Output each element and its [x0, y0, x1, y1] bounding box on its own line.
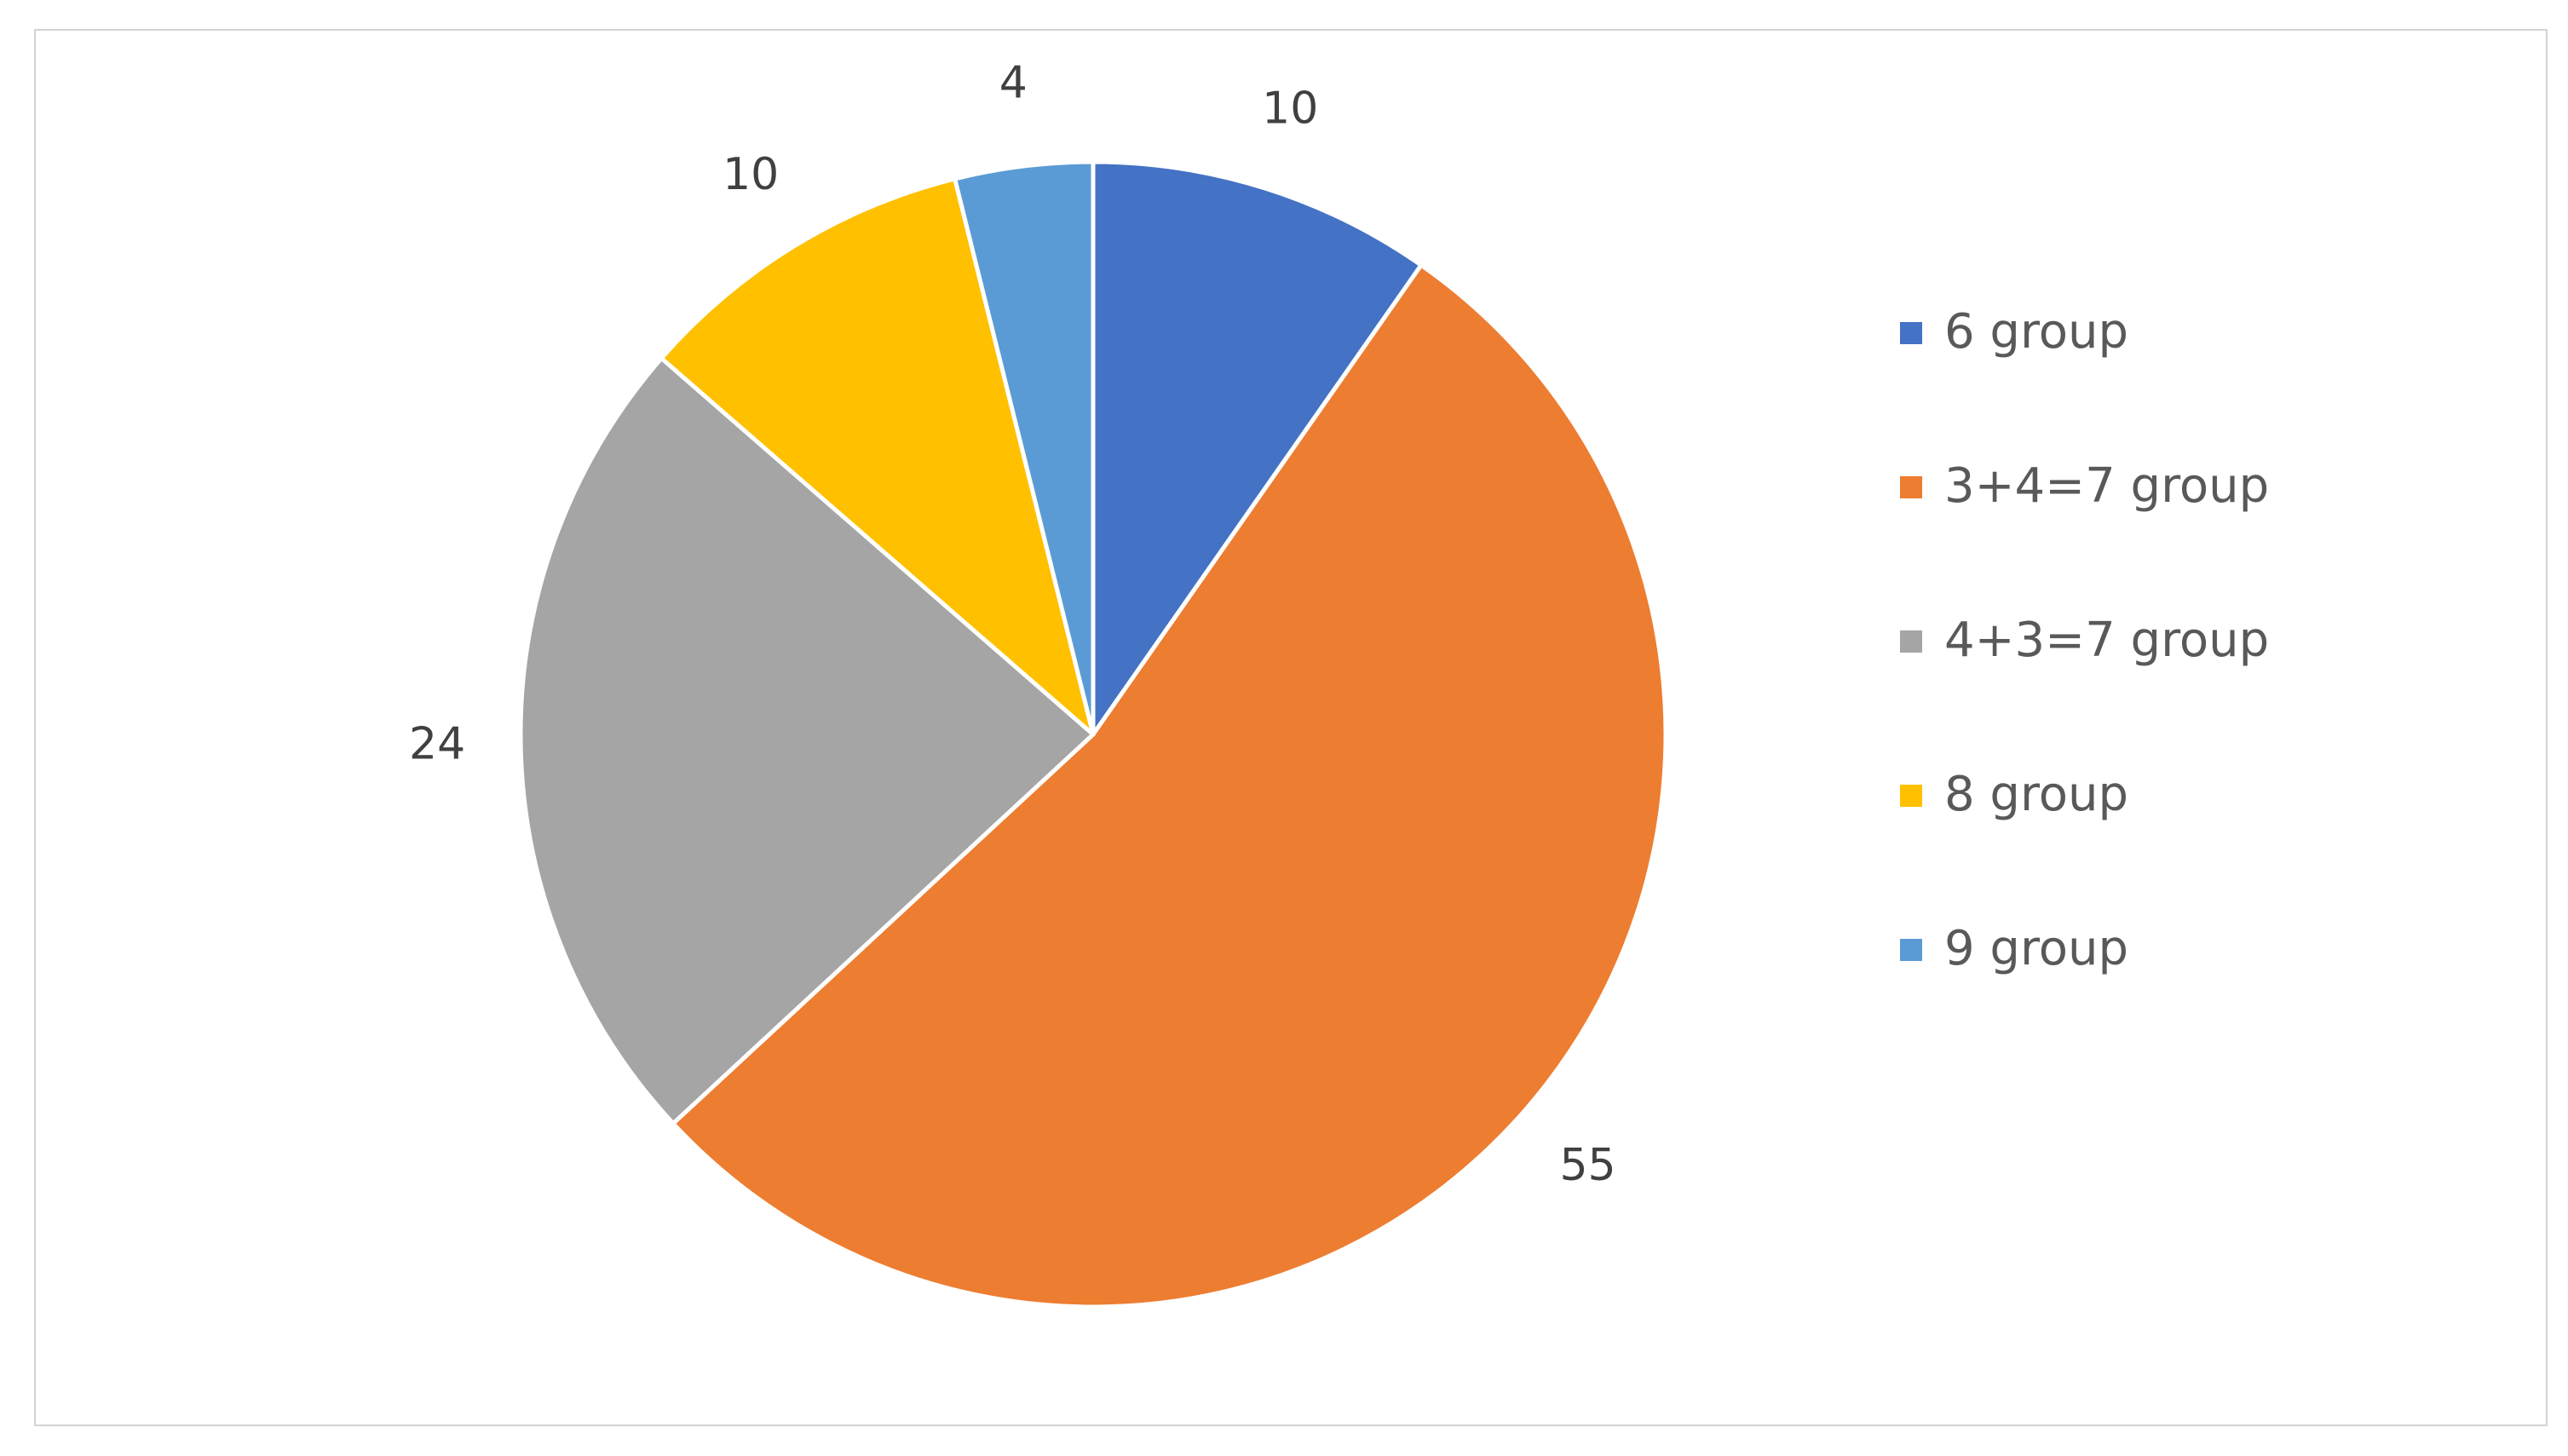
pie-slice-6-group — [1091, 159, 1424, 737]
legend-swatch — [1900, 476, 1922, 498]
legend-label: 6 group — [1944, 304, 2129, 360]
legend-label: 8 group — [1944, 767, 2129, 822]
pie-slices — [518, 159, 1668, 1309]
data-label-3-4-7-group: 55 — [1559, 1140, 1615, 1191]
data-labels: 10 55 24 10 4 — [409, 58, 1616, 1191]
pie-slice-9-group — [953, 159, 1096, 737]
legend-label: 3+4=7 group — [1944, 458, 2270, 514]
legend-label: 9 group — [1944, 921, 2129, 976]
legend-swatch — [1900, 939, 1922, 961]
data-label-9-group: 4 — [999, 58, 1028, 109]
pie-slice-8-group — [659, 176, 1096, 737]
data-label-6-group: 10 — [1262, 83, 1318, 135]
data-label-8-group: 10 — [723, 149, 779, 200]
data-label-4-3-7-group: 24 — [409, 719, 465, 770]
legend-swatch — [1900, 322, 1922, 344]
legend-swatch — [1900, 630, 1922, 653]
pie-slice-4-3-7-group — [518, 356, 1096, 1126]
legend-swatch — [1900, 785, 1922, 807]
legend-label: 4+3=7 group — [1944, 613, 2270, 668]
pie-slice-3-4-7-group — [671, 262, 1668, 1309]
